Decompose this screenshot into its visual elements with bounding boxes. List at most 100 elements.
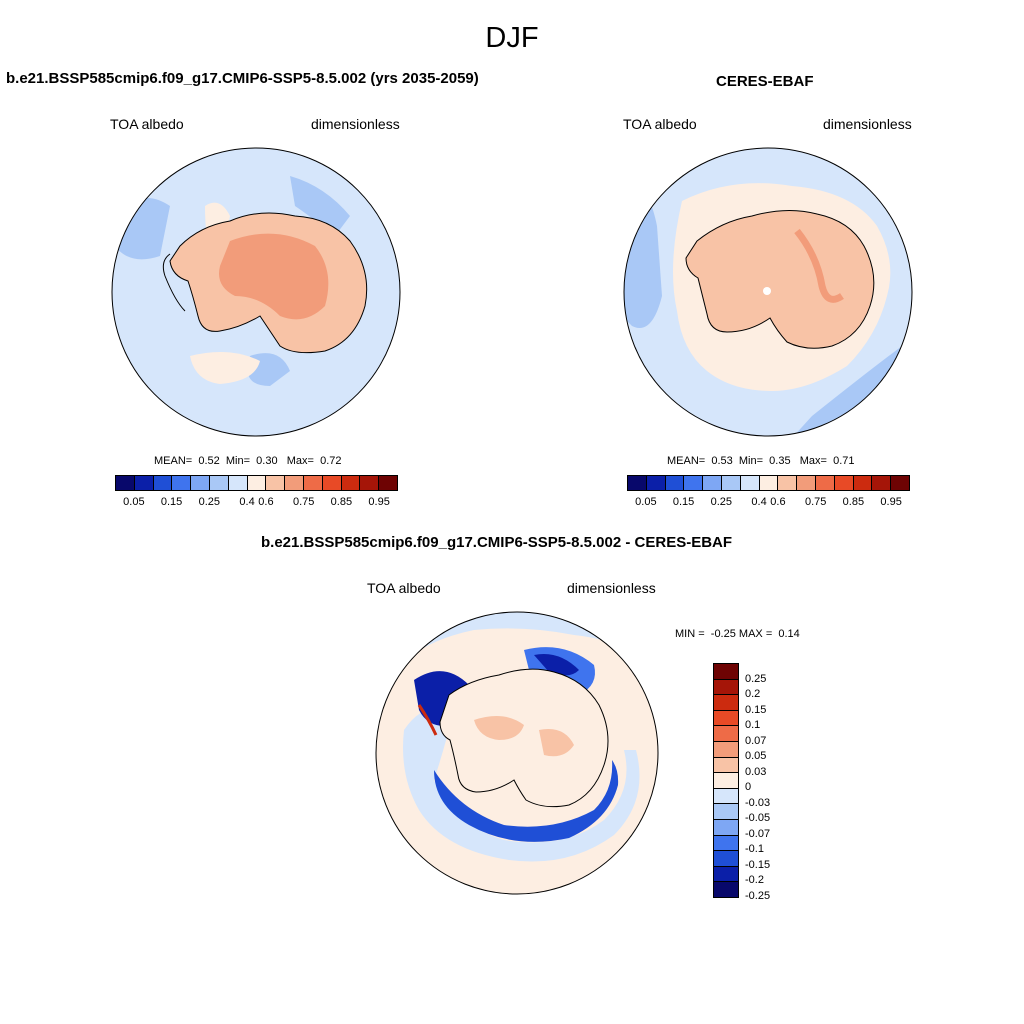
obs-polar-map [623, 147, 913, 437]
diff-colorbar-tick-label: 0.1 [745, 719, 761, 732]
obs-colorbar-swatch [872, 476, 892, 490]
model-min-value: 0.30 [256, 455, 278, 467]
obs-colorbar-swatch [891, 476, 909, 490]
obs-colorbar-tick-label: 0.6 [770, 496, 786, 508]
diff-colorbar-tick-label: 0 [745, 781, 752, 794]
model-units-label: dimensionless [311, 116, 400, 132]
model-colorbar-tick-label: 0.4 [239, 496, 255, 508]
obs-colorbar-swatch [646, 476, 666, 490]
obs-mean-label: MEAN= [667, 455, 706, 467]
obs-colorbar-swatch [721, 476, 741, 490]
obs-colorbar-swatch [853, 476, 873, 490]
obs-colorbar-swatch [834, 476, 854, 490]
diff-colorbar-swatch [714, 773, 738, 789]
obs-colorbar-tick-label: 0.75 [804, 496, 827, 508]
model-colorbar-swatch [209, 476, 229, 490]
diff-colorbar-swatch [714, 804, 738, 820]
obs-min-label: Min= [738, 455, 764, 467]
obs-colorbar-swatch [815, 476, 835, 490]
diff-colorbar-tick-label: -0.15 [745, 858, 771, 871]
diff-colorbar-swatch [714, 757, 738, 774]
obs-colorbar-swatch [778, 476, 798, 490]
obs-colorbar-swatch [703, 476, 722, 490]
model-max-value: 0.72 [320, 455, 342, 467]
diff-colorbar-swatch [714, 710, 738, 727]
obs-colorbar-swatch [797, 476, 816, 490]
obs-colorbar [627, 475, 910, 491]
model-max-label: Max= [286, 455, 314, 467]
diff-colorbar-swatch [714, 866, 738, 883]
diff-max-value: 0.14 [778, 628, 800, 640]
model-colorbar-tick-label: 0.15 [160, 496, 183, 508]
model-colorbar-tick-label: 0.75 [292, 496, 315, 508]
model-panel-title: b.e21.BSSP585cmip6.f09_g17.CMIP6-SSP5-8.… [6, 70, 479, 87]
diff-min-label: MIN = [675, 628, 705, 640]
model-colorbar-tick-label: 0.05 [123, 496, 145, 508]
model-colorbar-swatch [341, 476, 361, 490]
model-colorbar-swatch [285, 476, 304, 490]
obs-units-label: dimensionless [823, 116, 912, 132]
diff-units-label: dimensionless [567, 580, 656, 596]
diff-stats: MIN = -0.25 MAX = 0.14 [675, 628, 800, 640]
model-mean-value: 0.52 [198, 455, 220, 467]
model-min-label: Min= [225, 455, 251, 467]
obs-colorbar-swatch [759, 476, 779, 490]
obs-colorbar-tick-label: 0.85 [842, 496, 865, 508]
obs-colorbar-swatch [628, 476, 647, 490]
diff-min-value: -0.25 [710, 628, 736, 640]
diff-colorbar [713, 663, 739, 898]
obs-max-value: 0.71 [833, 455, 855, 467]
diff-colorbar-tick-label: 0.25 [745, 672, 767, 685]
model-colorbar-tick-label: 0.6 [258, 496, 274, 508]
model-colorbar-swatch [247, 476, 267, 490]
diff-variable-label: TOA albedo [367, 580, 441, 596]
diff-colorbar-swatch [714, 788, 738, 805]
diff-colorbar-swatch [714, 851, 738, 867]
model-colorbar-swatch [134, 476, 154, 490]
model-colorbar [115, 475, 398, 491]
model-colorbar-swatch [266, 476, 286, 490]
obs-colorbar-swatch [665, 476, 685, 490]
obs-colorbar-swatch [740, 476, 760, 490]
diff-colorbar-tick-label: -0.07 [745, 827, 771, 840]
diff-colorbar-tick-label: 0.05 [745, 750, 767, 763]
diff-colorbar-tick-label: 0.2 [745, 688, 761, 701]
diff-colorbar-tick-label: -0.25 [745, 890, 771, 902]
model-colorbar-swatch [153, 476, 173, 490]
diff-colorbar-tick-label: -0.03 [745, 796, 771, 809]
model-colorbar-swatch [228, 476, 248, 490]
diff-colorbar-swatch [714, 819, 738, 836]
diff-colorbar-swatch [714, 664, 738, 680]
diff-colorbar-tick-label: -0.05 [745, 812, 771, 825]
model-colorbar-swatch [303, 476, 323, 490]
model-variable-label: TOA albedo [110, 116, 184, 132]
obs-min-value: 0.35 [769, 455, 791, 467]
model-colorbar-tick-label: 0.85 [330, 496, 353, 508]
model-colorbar-swatch [172, 476, 192, 490]
diff-colorbar-swatch [714, 741, 738, 758]
model-colorbar-swatch [360, 476, 380, 490]
obs-colorbar-tick-label: 0.05 [635, 496, 657, 508]
model-colorbar-swatch [191, 476, 210, 490]
diff-colorbar-tick-label: 0.03 [745, 765, 767, 778]
obs-colorbar-tick-label: 0.25 [710, 496, 733, 508]
diff-panel-title: b.e21.BSSP585cmip6.f09_g17.CMIP6-SSP5-8.… [261, 534, 733, 551]
model-colorbar-tick-label: 0.25 [198, 496, 221, 508]
diff-colorbar-swatch [714, 726, 738, 742]
diff-colorbar-swatch [714, 882, 738, 897]
diff-colorbar-swatch [714, 835, 738, 852]
diff-colorbar-tick-label: 0.15 [745, 703, 767, 716]
diff-colorbar-tick-label: 0.07 [745, 734, 767, 747]
model-colorbar-swatch [116, 476, 135, 490]
obs-panel-title: CERES-EBAF [716, 73, 814, 90]
diff-colorbar-tick-label: -0.2 [745, 874, 764, 887]
obs-colorbar-swatch [684, 476, 704, 490]
model-stats: MEAN= 0.52 Min= 0.30 Max= 0.72 [154, 455, 342, 467]
diff-colorbar-swatch [714, 679, 738, 696]
model-polar-map [111, 147, 401, 437]
obs-colorbar-tick-label: 0.15 [672, 496, 695, 508]
model-colorbar-tick-label: 0.95 [368, 496, 390, 508]
figure-season-title: DJF [485, 22, 539, 54]
diff-colorbar-tick-label: -0.1 [745, 843, 764, 856]
obs-mean-value: 0.53 [711, 455, 733, 467]
